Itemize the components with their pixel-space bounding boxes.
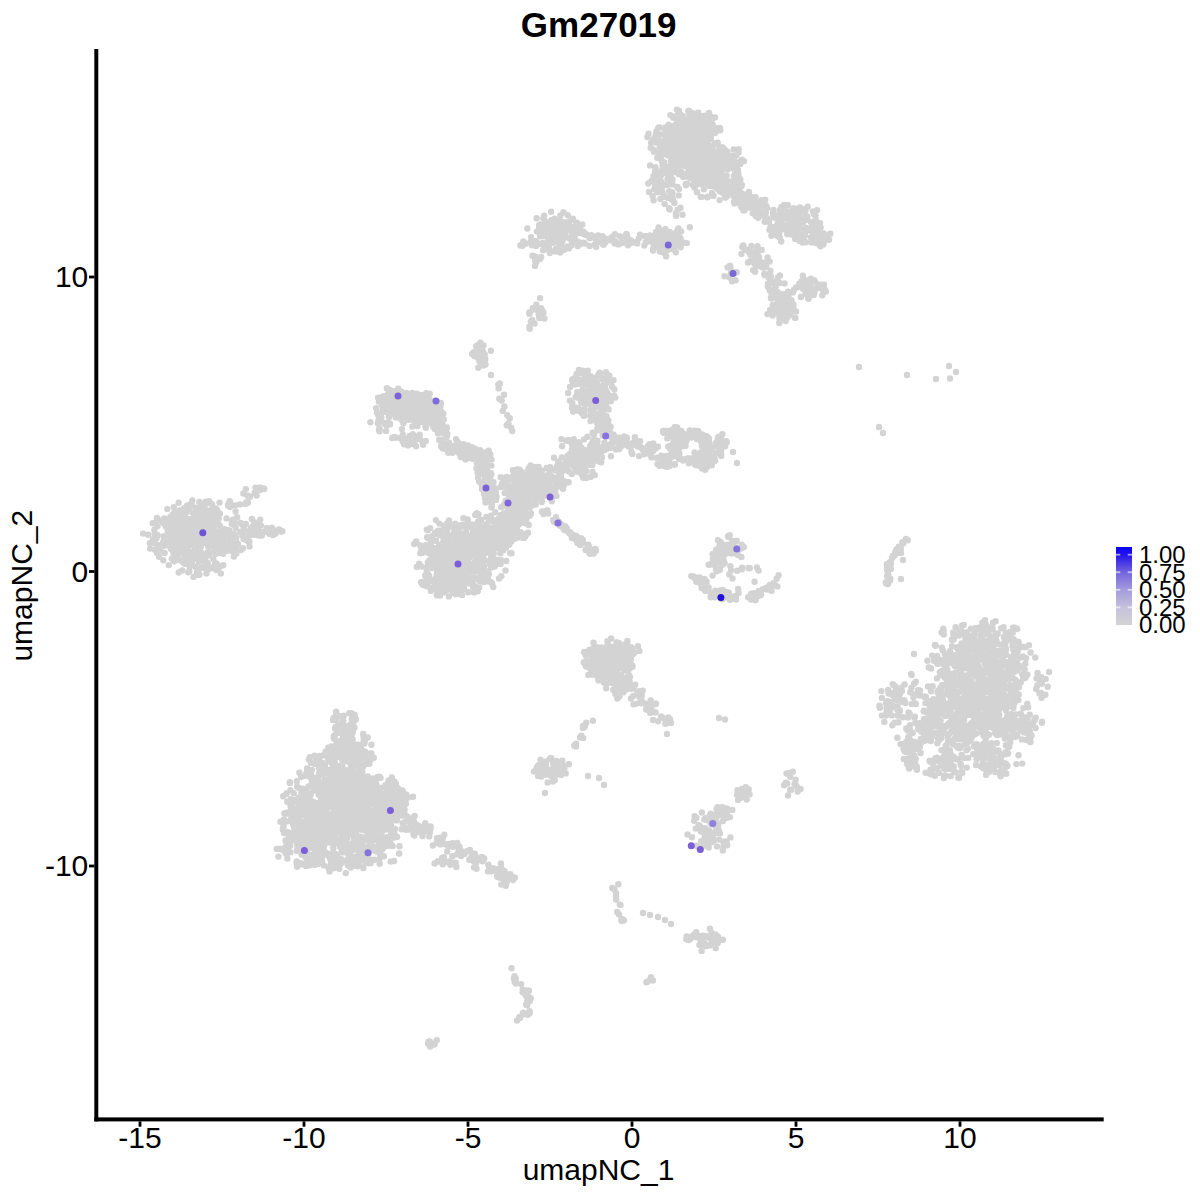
svg-text:0: 0 [624, 1121, 641, 1154]
svg-text:5: 5 [788, 1121, 805, 1154]
svg-text:0.00: 0.00 [1139, 611, 1186, 638]
svg-text:-5: -5 [455, 1121, 482, 1154]
svg-text:10: 10 [943, 1121, 976, 1154]
svg-text:umapNC_2: umapNC_2 [6, 510, 39, 662]
svg-text:10: 10 [55, 260, 88, 293]
svg-text:umapNC_1: umapNC_1 [523, 1153, 675, 1186]
svg-text:Gm27019: Gm27019 [521, 5, 677, 44]
svg-text:0: 0 [72, 555, 89, 588]
svg-text:-15: -15 [118, 1121, 161, 1154]
svg-text:-10: -10 [45, 849, 88, 882]
svg-text:-10: -10 [282, 1121, 325, 1154]
